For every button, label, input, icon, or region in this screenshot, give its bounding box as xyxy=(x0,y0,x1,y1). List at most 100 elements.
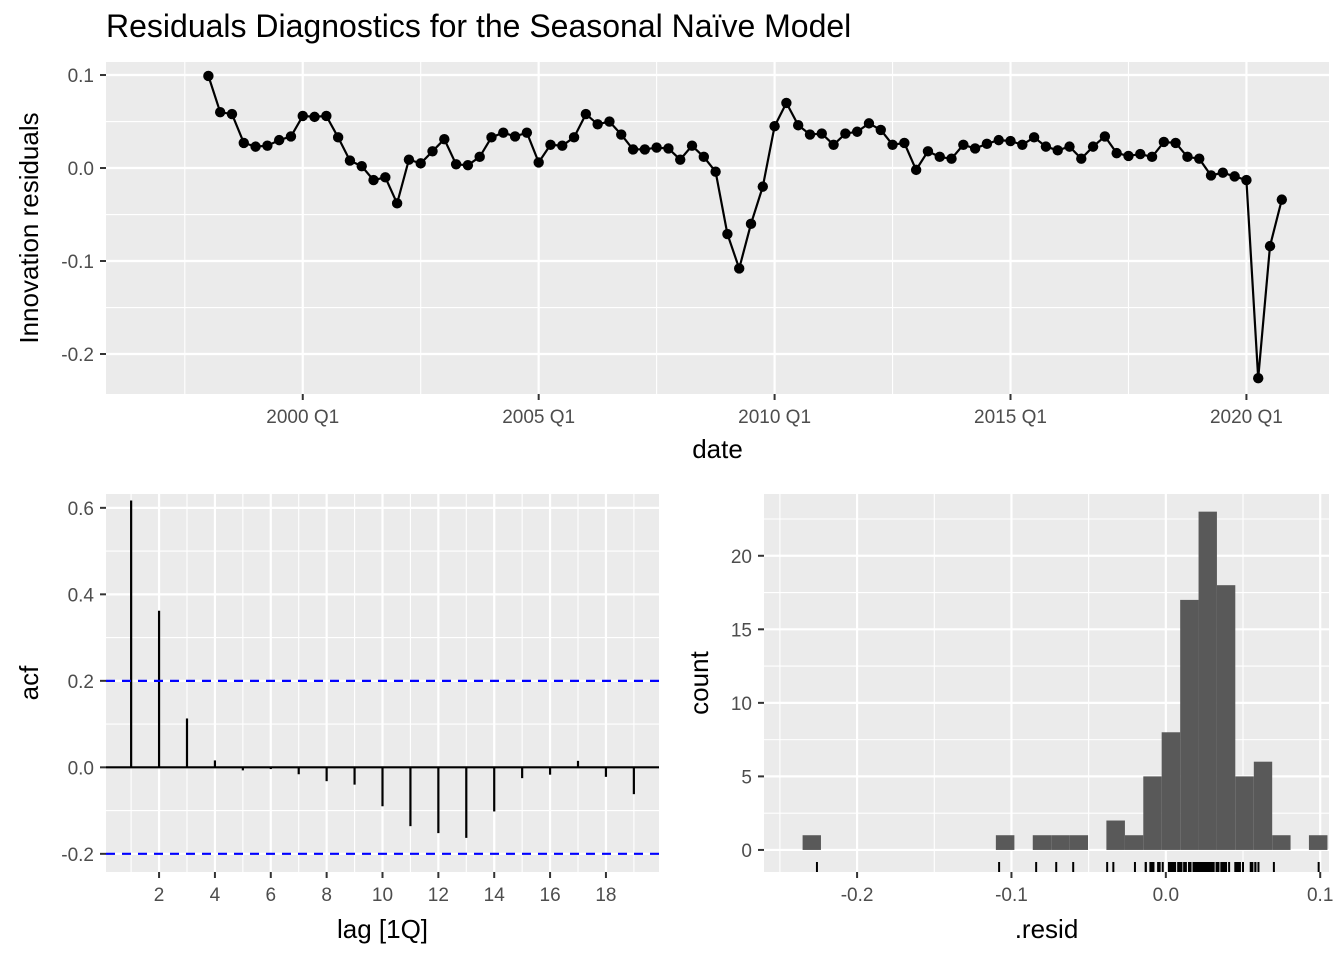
histogram-bar xyxy=(1272,835,1291,850)
histogram-bar xyxy=(1051,835,1070,850)
residual-point xyxy=(297,110,308,122)
x-tick-label: 10 xyxy=(372,885,393,906)
residual-point xyxy=(1170,137,1181,149)
histogram-bar xyxy=(1253,761,1273,850)
residual-point xyxy=(722,228,733,240)
residual-point xyxy=(1064,141,1075,152)
x-tick-label: 2005 Q1 xyxy=(502,407,575,428)
x-tick-label: -0.2 xyxy=(841,885,874,906)
residual-point xyxy=(1229,171,1240,182)
residual-point xyxy=(910,164,922,176)
residual-point xyxy=(1111,147,1122,159)
histogram-bar xyxy=(1124,835,1144,850)
residual-point xyxy=(1040,141,1052,152)
residual-point xyxy=(226,108,238,120)
residual-point xyxy=(792,120,804,131)
residual-point xyxy=(439,133,450,145)
x-tick-label: -0.1 xyxy=(995,885,1028,906)
residual-point xyxy=(309,111,320,123)
residual-point xyxy=(344,155,356,166)
histogram-panel: 0 5 10 15 20 -0.2 -0.1 0.0 0.1 .resid count xyxy=(684,494,1333,944)
residual-point xyxy=(851,126,863,137)
residual-point xyxy=(946,153,957,164)
residual-point xyxy=(533,157,544,168)
residual-point xyxy=(391,198,403,209)
residual-point xyxy=(368,174,379,186)
residual-point xyxy=(1253,372,1264,384)
y-axis-label: count xyxy=(684,650,714,714)
residual-point xyxy=(262,140,273,151)
residual-point xyxy=(639,144,651,155)
x-tick-label: 6 xyxy=(265,885,276,906)
residual-point xyxy=(1135,148,1146,160)
residual-point xyxy=(1194,153,1205,164)
x-tick-label: 2 xyxy=(154,885,165,906)
x-tick-label: 4 xyxy=(210,885,221,906)
residual-point xyxy=(675,154,686,165)
histogram-bar xyxy=(802,835,821,850)
y-tick-label: 0.4 xyxy=(68,585,95,606)
y-tick-label: 0.1 xyxy=(68,66,94,87)
residual-point xyxy=(214,107,226,118)
histogram-bar xyxy=(1235,776,1254,850)
x-tick-label: 18 xyxy=(595,885,616,906)
residual-point xyxy=(285,131,297,142)
residual-point xyxy=(1087,141,1099,152)
residual-point xyxy=(887,139,898,150)
residual-point xyxy=(332,132,344,143)
histogram-bar xyxy=(1198,511,1217,850)
chart-title: Residuals Diagnostics for the Seasonal N… xyxy=(106,8,852,44)
residual-point xyxy=(958,139,969,150)
residual-point xyxy=(1182,151,1193,163)
residual-point xyxy=(1123,150,1134,162)
x-tick-label: 14 xyxy=(484,885,506,906)
residual-point xyxy=(1076,153,1087,164)
histogram-bar xyxy=(1143,776,1162,850)
y-tick-label: 10 xyxy=(731,694,752,715)
y-tick-label: -0.1 xyxy=(61,252,94,273)
x-tick-label: 2020 Q1 xyxy=(1210,407,1283,428)
residual-point xyxy=(415,158,426,169)
residual-point xyxy=(1052,145,1063,156)
residual-point xyxy=(450,159,462,170)
x-axis-label: date xyxy=(692,434,743,464)
y-axis-label: Innovation residuals xyxy=(14,112,44,343)
residual-point xyxy=(557,140,568,151)
residual-point xyxy=(734,263,745,274)
residual-point xyxy=(863,118,875,129)
residual-point xyxy=(981,138,993,150)
residual-point xyxy=(663,143,674,154)
x-tick-label: 8 xyxy=(321,885,332,906)
residual-point xyxy=(486,132,497,143)
residual-point xyxy=(781,97,792,109)
histogram-bar xyxy=(1106,820,1125,850)
residual-point xyxy=(592,119,603,130)
residual-point xyxy=(698,151,710,163)
y-tick-label: 0.6 xyxy=(68,499,94,520)
residual-point xyxy=(1028,132,1040,143)
x-tick-label: 0.1 xyxy=(1307,885,1333,906)
acf-panel: 0.6 0.4 0.2 0.0 -0.2 2 4 6 8 10 12 14 16 18 lag [1Q] ac… xyxy=(14,494,659,944)
y-tick-label: 0.0 xyxy=(68,758,94,779)
residual-point xyxy=(922,146,934,157)
residual-point xyxy=(427,146,438,157)
residual-point xyxy=(273,134,285,146)
residual-point xyxy=(840,128,851,139)
residual-point xyxy=(1017,139,1028,150)
y-tick-label: 0.2 xyxy=(68,672,94,693)
residual-point xyxy=(899,137,910,149)
residual-point xyxy=(580,108,592,120)
histogram-bar xyxy=(1161,732,1181,850)
x-tick-label: 12 xyxy=(428,885,449,906)
y-tick-label: 0 xyxy=(741,841,752,862)
residual-point xyxy=(380,172,391,183)
residual-point xyxy=(686,140,698,151)
histogram-bar xyxy=(1216,585,1236,850)
residual-point xyxy=(545,139,556,150)
residual-point xyxy=(1146,151,1158,163)
residual-point xyxy=(1217,167,1229,178)
residual-point xyxy=(804,129,816,140)
residual-point xyxy=(568,132,580,143)
histogram-bar xyxy=(995,835,1015,850)
